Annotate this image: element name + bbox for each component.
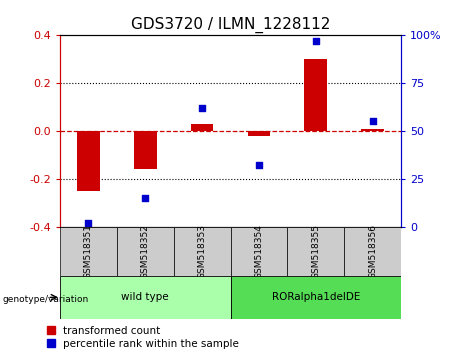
Text: genotype/variation: genotype/variation	[2, 295, 89, 304]
Bar	[304, 59, 327, 131]
Bar	[191, 124, 213, 131]
Bar	[248, 131, 270, 136]
Text: RORalpha1delDE: RORalpha1delDE	[272, 292, 360, 302]
Point	[369, 119, 376, 124]
Point	[255, 162, 263, 168]
Text: GSM518353: GSM518353	[198, 224, 207, 279]
Point	[142, 195, 149, 201]
Text: GSM518352: GSM518352	[141, 224, 150, 279]
FancyBboxPatch shape	[230, 276, 401, 319]
Text: GSM518356: GSM518356	[368, 224, 377, 279]
Bar	[361, 129, 384, 131]
Title: GDS3720 / ILMN_1228112: GDS3720 / ILMN_1228112	[131, 16, 330, 33]
Text: GSM518351: GSM518351	[84, 224, 93, 279]
Text: GSM518355: GSM518355	[311, 224, 320, 279]
FancyBboxPatch shape	[287, 227, 344, 276]
Bar	[134, 131, 157, 169]
FancyBboxPatch shape	[174, 227, 230, 276]
Text: wild type: wild type	[121, 292, 169, 302]
Text: GSM518354: GSM518354	[254, 224, 263, 279]
Bar	[77, 131, 100, 191]
Point	[85, 220, 92, 225]
FancyBboxPatch shape	[60, 227, 117, 276]
FancyBboxPatch shape	[344, 227, 401, 276]
FancyBboxPatch shape	[230, 227, 287, 276]
Point	[198, 105, 206, 111]
FancyBboxPatch shape	[60, 276, 230, 319]
Legend: transformed count, percentile rank within the sample: transformed count, percentile rank withi…	[47, 326, 239, 349]
FancyBboxPatch shape	[117, 227, 174, 276]
Point	[312, 38, 319, 44]
